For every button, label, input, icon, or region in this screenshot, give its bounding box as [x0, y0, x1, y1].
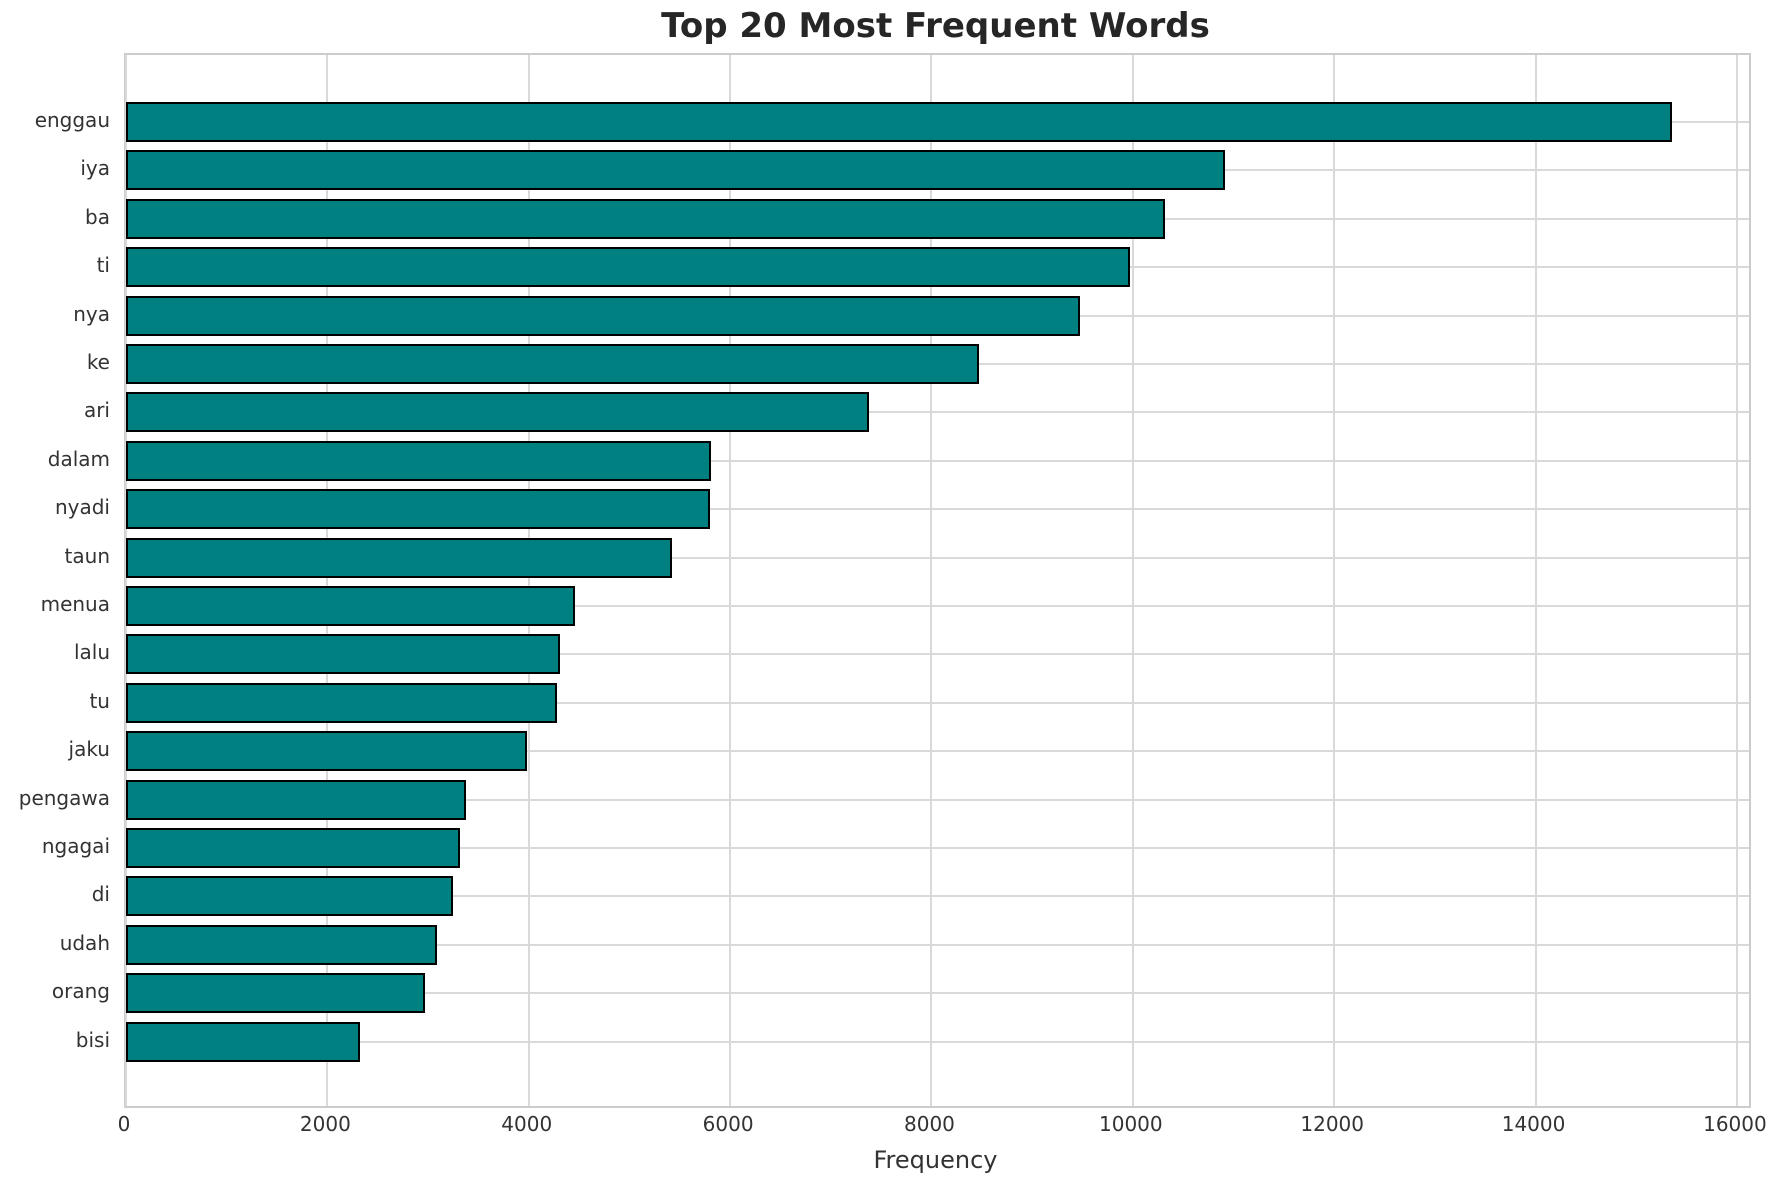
horizontal-gridline	[126, 508, 1749, 511]
x-tick-label-4000: 4000	[501, 1112, 553, 1136]
y-tick-label-ke: ke	[86, 350, 110, 374]
bar-nyadi	[126, 489, 710, 530]
bar-nya	[126, 295, 1081, 336]
y-tick-label-nya: nya	[73, 301, 110, 326]
y-tick-label-tu: tu	[89, 688, 110, 713]
y-tick-label-taun: taun	[64, 543, 110, 568]
y-tick-label-ba: ba	[85, 204, 110, 229]
y-tick-label-dalam: dalam	[47, 446, 110, 471]
bar-ari	[126, 392, 870, 433]
horizontal-gridline	[126, 847, 1749, 849]
y-tick-label-iya: iya	[80, 156, 110, 181]
y-tick-label-udah: udah	[59, 930, 110, 955]
bar-bisi	[126, 1021, 360, 1062]
y-tick-label-menua: menua	[40, 592, 110, 616]
y-tick-label-lalu: lalu	[73, 640, 110, 665]
vertical-gridline	[527, 55, 530, 1106]
horizontal-gridline	[126, 459, 1749, 462]
y-tick-label-nyadi: nyadi	[54, 495, 110, 520]
horizontal-gridline	[126, 750, 1749, 753]
horizontal-gridline	[126, 992, 1749, 995]
bar-udah	[126, 924, 438, 965]
x-tick-label-10000: 10000	[1099, 1112, 1163, 1136]
bar-orang	[126, 973, 426, 1014]
horizontal-gridline	[126, 605, 1749, 607]
bar-ti	[126, 247, 1130, 288]
vertical-gridline	[1534, 55, 1537, 1106]
y-tick-label-pengawa: pengawa	[18, 785, 110, 810]
bar-iya	[126, 150, 1226, 191]
y-tick-label-orang: orang	[51, 979, 110, 1004]
bar-ke	[126, 344, 979, 384]
x-tick-label-8000: 8000	[904, 1112, 955, 1136]
bar-ngagai	[126, 828, 461, 868]
vertical-gridline	[125, 55, 127, 1106]
bar-taun	[126, 537, 672, 578]
x-tick-label-0: 0	[117, 1112, 131, 1136]
horizontal-gridline	[126, 1040, 1749, 1043]
vertical-gridline	[326, 55, 329, 1106]
y-tick-label-di: di	[91, 882, 110, 907]
bar-dalam	[126, 440, 711, 481]
horizontal-gridline	[126, 895, 1749, 898]
y-tick-label-jaku: jaku	[68, 737, 110, 762]
x-tick-label-14000: 14000	[1501, 1112, 1566, 1136]
y-tick-label-enggau: enggau	[34, 108, 110, 132]
y-tick-label-ngagai: ngagai	[41, 834, 110, 858]
bar-ba	[126, 198, 1166, 239]
bar-tu	[126, 682, 557, 723]
x-tick-label-12000: 12000	[1300, 1112, 1364, 1136]
bar-lalu	[126, 634, 560, 675]
vertical-gridline	[1131, 55, 1134, 1106]
x-axis-title: Frequency	[873, 1146, 998, 1174]
bar-jaku	[126, 731, 527, 772]
bar-enggau	[126, 102, 1673, 142]
chart-title: Top 20 Most Frequent Words	[661, 6, 1210, 46]
y-tick-label-bisi: bisi	[75, 1027, 110, 1052]
vertical-gridline	[1333, 55, 1336, 1106]
vertical-gridline	[1735, 55, 1738, 1106]
y-tick-label-ari: ari	[83, 398, 110, 423]
horizontal-gridline	[126, 798, 1749, 801]
bar-di	[126, 876, 454, 917]
x-tick-label-2000: 2000	[299, 1112, 351, 1136]
x-tick-label-6000: 6000	[702, 1112, 754, 1136]
plot-area	[124, 53, 1751, 1108]
horizontal-gridline	[126, 943, 1749, 946]
vertical-gridline	[729, 55, 732, 1106]
horizontal-gridline	[126, 411, 1749, 414]
bar-pengawa	[126, 779, 467, 820]
vertical-gridline	[930, 55, 933, 1106]
y-tick-label-ti: ti	[96, 253, 110, 278]
x-tick-label-16000: 16000	[1703, 1112, 1767, 1136]
bar-menua	[126, 586, 576, 626]
horizontal-gridline	[126, 556, 1749, 559]
horizontal-gridline	[126, 701, 1749, 704]
horizontal-gridline	[126, 653, 1749, 656]
